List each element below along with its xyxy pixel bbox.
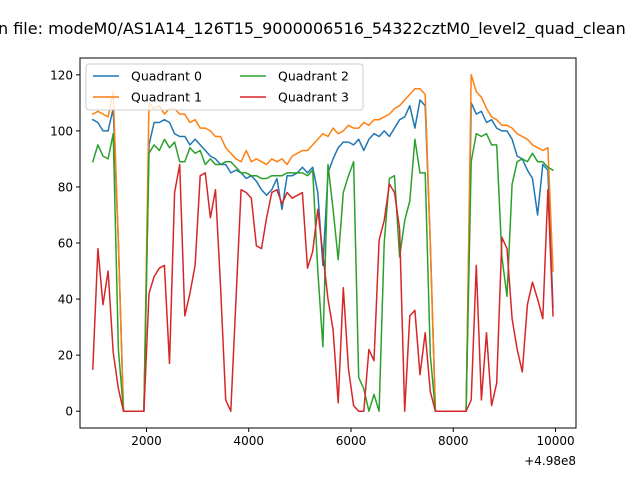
x-tick-label: 8000 [438, 434, 469, 448]
y-tick-label: 60 [58, 237, 73, 251]
y-tick-label: 20 [58, 349, 73, 363]
x-axis: 2000 4000 6000 8000 10000 [131, 428, 575, 448]
series-line-quadrant-2 [91, 132, 555, 412]
x-tick-label: 6000 [336, 434, 367, 448]
series-line-quadrant-0 [91, 99, 554, 412]
legend-frame [85, 63, 364, 111]
series-line-quadrant-3 [92, 163, 554, 412]
x-axis-offset-label: +4.98e8 [524, 454, 576, 468]
legend: Quadrant 0 Quadrant 1 Quadrant 2 Quadrant 3 [85, 63, 364, 111]
legend-item: Quadrant 3 [240, 90, 349, 105]
chart-title: n file: modeM0/AS1A14_126T15_9000006516_… [0, 19, 626, 39]
y-axis: 0 20 40 60 80 100 120 [50, 68, 80, 419]
legend-label: Quadrant 2 [278, 69, 349, 84]
x-tick-label: 2000 [131, 434, 162, 448]
legend-label: Quadrant 1 [131, 90, 202, 105]
legend-item: Quadrant 1 [93, 90, 202, 105]
y-tick-label: 120 [50, 68, 73, 82]
legend-item: Quadrant 0 [93, 69, 202, 84]
series-layer [91, 74, 555, 412]
y-tick-label: 0 [65, 405, 73, 419]
legend-item: Quadrant 2 [240, 69, 349, 84]
y-tick-label: 100 [50, 124, 73, 138]
x-tick-label: 4000 [233, 434, 264, 448]
x-tick-label: 10000 [536, 434, 574, 448]
legend-label: Quadrant 3 [278, 90, 349, 105]
legend-label: Quadrant 0 [131, 69, 202, 84]
y-tick-label: 80 [58, 180, 73, 194]
plot-area [79, 57, 577, 429]
y-tick-label: 40 [58, 293, 73, 307]
